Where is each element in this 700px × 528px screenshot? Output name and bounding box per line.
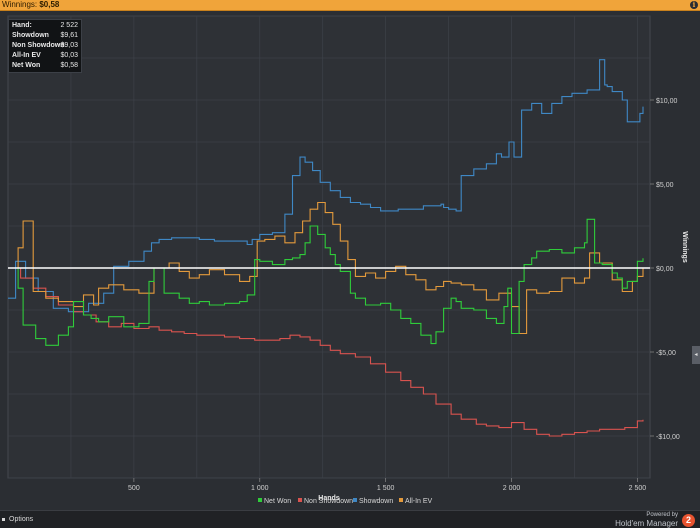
stat-label: Non Showdown: [12, 42, 65, 49]
legend-label: All-In EV: [405, 498, 433, 505]
bottom-bar: Options Powered by Hold'em Manager 2: [0, 510, 700, 528]
series-line-showdown: [8, 59, 644, 313]
x-axis-title: Hands: [318, 495, 340, 502]
stat-value: -$9,03: [58, 42, 78, 49]
stat-row-net-won: Net Won $0,58: [9, 61, 81, 71]
legend-label: Showdown: [359, 498, 393, 505]
series-line-net-won: [8, 218, 644, 346]
y-tick-label: $0,00: [656, 266, 674, 273]
options-button[interactable]: Options: [2, 514, 33, 526]
options-icon: [2, 517, 5, 521]
stat-row-showdown: Showdown $9,61: [9, 31, 81, 41]
x-tick-label: 2 000: [503, 485, 521, 492]
y-tick-label: -$5,00: [656, 350, 676, 357]
plot-area: [7, 15, 651, 479]
legend-swatch: [353, 498, 357, 502]
side-panel-toggle[interactable]: ◂: [692, 346, 700, 364]
stat-value: $9,61: [60, 32, 78, 39]
series-line-non-showdown: [8, 267, 644, 437]
stats-panel: Hand: 2 522 Showdown $9,61 Non Showdown …: [8, 19, 82, 73]
stat-label: Showdown: [12, 32, 49, 39]
legend-swatch: [258, 498, 262, 502]
y-tick-label: -$10,00: [656, 434, 680, 441]
hem2-logo-icon: 2: [682, 514, 695, 527]
stat-label: All-In EV: [12, 52, 41, 59]
legend-label: Net Won: [264, 498, 291, 505]
x-tick-label: 2 500: [629, 485, 647, 492]
x-tick-label: 1 500: [377, 485, 395, 492]
winnings-label: Winnings:: [2, 0, 38, 9]
y-axis-title: Winnings: [681, 231, 688, 263]
legend-label: Non Showdown: [304, 498, 353, 505]
stat-row-non-showdown: Non Showdown -$9,03: [9, 41, 81, 51]
title-bar: Winnings: $0,58 i: [0, 0, 700, 11]
y-tick-label: $10,00: [656, 98, 678, 105]
y-tick-label: $5,00: [656, 182, 674, 189]
stat-row-hand: Hand: 2 522: [9, 21, 81, 31]
brand-name: Hold'em Manager: [615, 519, 678, 528]
stat-value: $0,03: [60, 52, 78, 59]
winnings-value: $0,58: [39, 0, 60, 9]
stat-row-all-in-ev: All-In EV $0,03: [9, 51, 81, 61]
powered-by-label: Powered by: [646, 512, 678, 518]
stat-value: $0,58: [60, 62, 78, 69]
winnings-chart: $10,00 $5,00 $0,00 -$5,00 -$10,00 500 1 000 1 5…: [7, 15, 688, 505]
brand: Powered by Hold'em Manager: [615, 512, 678, 528]
x-tick-label: 500: [128, 485, 140, 492]
options-label: Options: [9, 516, 34, 523]
stat-value: 2 522: [60, 22, 78, 29]
stat-label: Hand:: [12, 22, 32, 29]
series-line-all-in-ev: [8, 201, 644, 335]
legend-swatch: [399, 498, 403, 502]
x-tick-label: 1 000: [251, 485, 269, 492]
window-title: Winnings: $0,58: [2, 0, 59, 10]
stat-label: Net Won: [12, 62, 41, 69]
info-icon[interactable]: i: [690, 1, 698, 9]
legend-swatch: [298, 498, 302, 502]
